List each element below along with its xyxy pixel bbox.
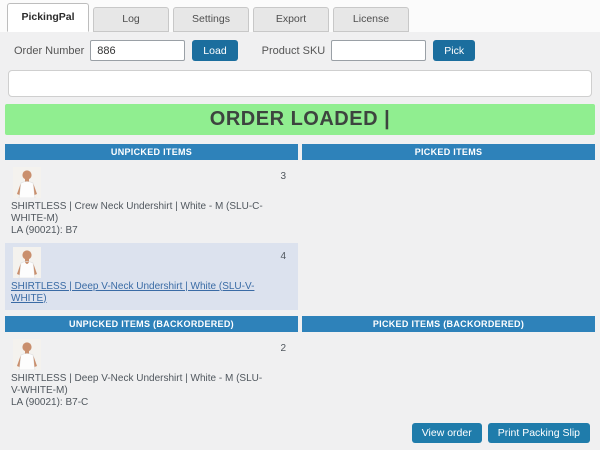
product-sku-label: Product SKU	[261, 44, 326, 57]
item-location: LA (90021): B7-C	[11, 397, 89, 409]
picked-items-header: PICKED ITEMS	[302, 144, 595, 160]
unpicked-item-row[interactable]: 3 SHIRTLESS | Crew Neck Undershirt | Whi…	[5, 163, 298, 243]
message-box	[8, 70, 592, 97]
items-section: UNPICKED ITEMS 3 SHIRTLESS | Crew Neck U…	[5, 144, 595, 310]
tab-license[interactable]: License	[333, 7, 409, 32]
item-location: LA (90021): B7	[11, 225, 78, 237]
backordered-section: UNPICKED ITEMS (BACKORDERED) 2 SHIRTLESS…	[5, 315, 595, 415]
tab-settings[interactable]: Settings	[173, 7, 249, 32]
item-qty: 2	[280, 342, 286, 354]
item-title-link[interactable]: SHIRTLESS | Deep V-Neck Undershirt | Whi…	[11, 280, 255, 304]
item-title-link-wrap: SHIRTLESS | Deep V-Neck Undershirt | Whi…	[11, 281, 263, 305]
tab-export[interactable]: Export	[253, 7, 329, 32]
print-packing-slip-button[interactable]: Print Packing Slip	[487, 423, 590, 443]
item-qty: 3	[280, 171, 286, 182]
tab-bar: PickingPal Log Settings Export License	[0, 0, 600, 32]
tab-pickingpal[interactable]: PickingPal	[7, 3, 89, 32]
pick-button[interactable]: Pick	[433, 40, 476, 61]
product-thumbnail	[13, 246, 41, 278]
item-qty: 4	[280, 250, 286, 262]
item-title: SHIRTLESS | Deep V-Neck Undershirt | Whi…	[11, 372, 263, 397]
product-thumbnail	[13, 338, 41, 370]
product-thumbnail	[13, 167, 41, 198]
view-order-button[interactable]: View order	[411, 423, 482, 443]
unpicked-items-header: UNPICKED ITEMS	[5, 144, 298, 160]
item-title: SHIRTLESS | Crew Neck Undershirt | White…	[11, 201, 263, 225]
order-number-label: Order Number	[14, 44, 85, 57]
unpicked-backordered-column: UNPICKED ITEMS (BACKORDERED) 2 SHIRTLESS…	[5, 315, 298, 415]
order-number-input[interactable]	[90, 40, 186, 61]
picked-backordered-header: PICKED ITEMS (BACKORDERED)	[302, 315, 595, 332]
unpicked-item-row-selected[interactable]: 4 SHIRTLESS | Deep V-Neck Undershirt | W…	[5, 242, 298, 310]
product-sku-input[interactable]	[331, 40, 427, 61]
tab-log[interactable]: Log	[93, 7, 169, 32]
order-form: Order Number Load Product SKU Pick	[0, 32, 600, 68]
unpicked-backordered-header: UNPICKED ITEMS (BACKORDERED)	[5, 315, 298, 332]
picked-backordered-column: PICKED ITEMS (BACKORDERED)	[302, 315, 595, 415]
footer-actions: View order Print Packing Slip	[411, 423, 590, 443]
load-button[interactable]: Load	[192, 40, 238, 61]
backordered-item-row[interactable]: 2 SHIRTLESS | Deep V-Neck Undershirt | W…	[5, 335, 298, 415]
order-status-banner: ORDER LOADED |	[5, 104, 595, 135]
unpicked-items-column: UNPICKED ITEMS 3 SHIRTLESS | Crew Neck U…	[5, 144, 298, 310]
picked-items-column: PICKED ITEMS	[302, 144, 595, 310]
